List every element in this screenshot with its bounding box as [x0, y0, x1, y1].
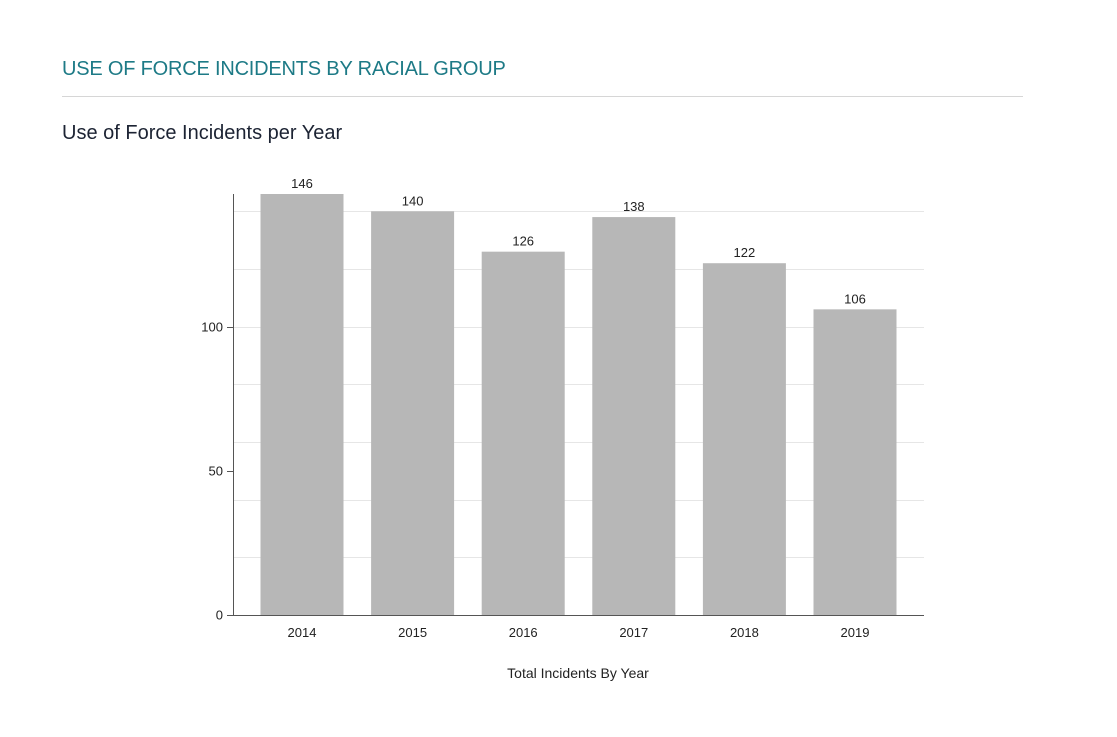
- bar-2018: [702, 263, 786, 615]
- y-tick-label-0: 0: [216, 608, 223, 623]
- bar-2016: [481, 251, 565, 615]
- section-title: USE OF FORCE INCIDENTS BY RACIAL GROUP: [62, 58, 506, 80]
- data-label-2016: 126: [512, 234, 534, 249]
- gridlines: [233, 211, 924, 558]
- y-tick-label-50: 50: [209, 464, 223, 479]
- bar-2019: [813, 309, 897, 615]
- section-divider: [62, 96, 1023, 97]
- data-label-2015: 140: [402, 193, 424, 208]
- chart-title: Use of Force Incidents per Year: [62, 122, 343, 144]
- x-tick-label-2019: 2019: [841, 625, 870, 640]
- y-tick-label-100: 100: [201, 320, 223, 335]
- bar-2017: [592, 217, 676, 616]
- x-tick-label-2015: 2015: [398, 625, 427, 640]
- data-label-2019: 106: [844, 291, 866, 306]
- data-label-2014: 146: [291, 176, 313, 191]
- x-tick-label-2018: 2018: [730, 625, 759, 640]
- x-tick-label-2017: 2017: [619, 625, 648, 640]
- data-label-2018: 122: [734, 245, 756, 260]
- labels: 146 2014 140 2015 126 2016 138 2017 122 2018 106 20…: [201, 176, 869, 640]
- bar-2015: [371, 211, 455, 615]
- data-label-2017: 138: [623, 199, 645, 214]
- x-axis-title: Total Incidents By Year: [507, 665, 649, 681]
- axes: [227, 194, 924, 616]
- x-tick-label-2016: 2016: [509, 625, 538, 640]
- bars: [260, 194, 897, 616]
- bar-2014: [260, 194, 344, 615]
- x-tick-label-2014: 2014: [288, 625, 317, 640]
